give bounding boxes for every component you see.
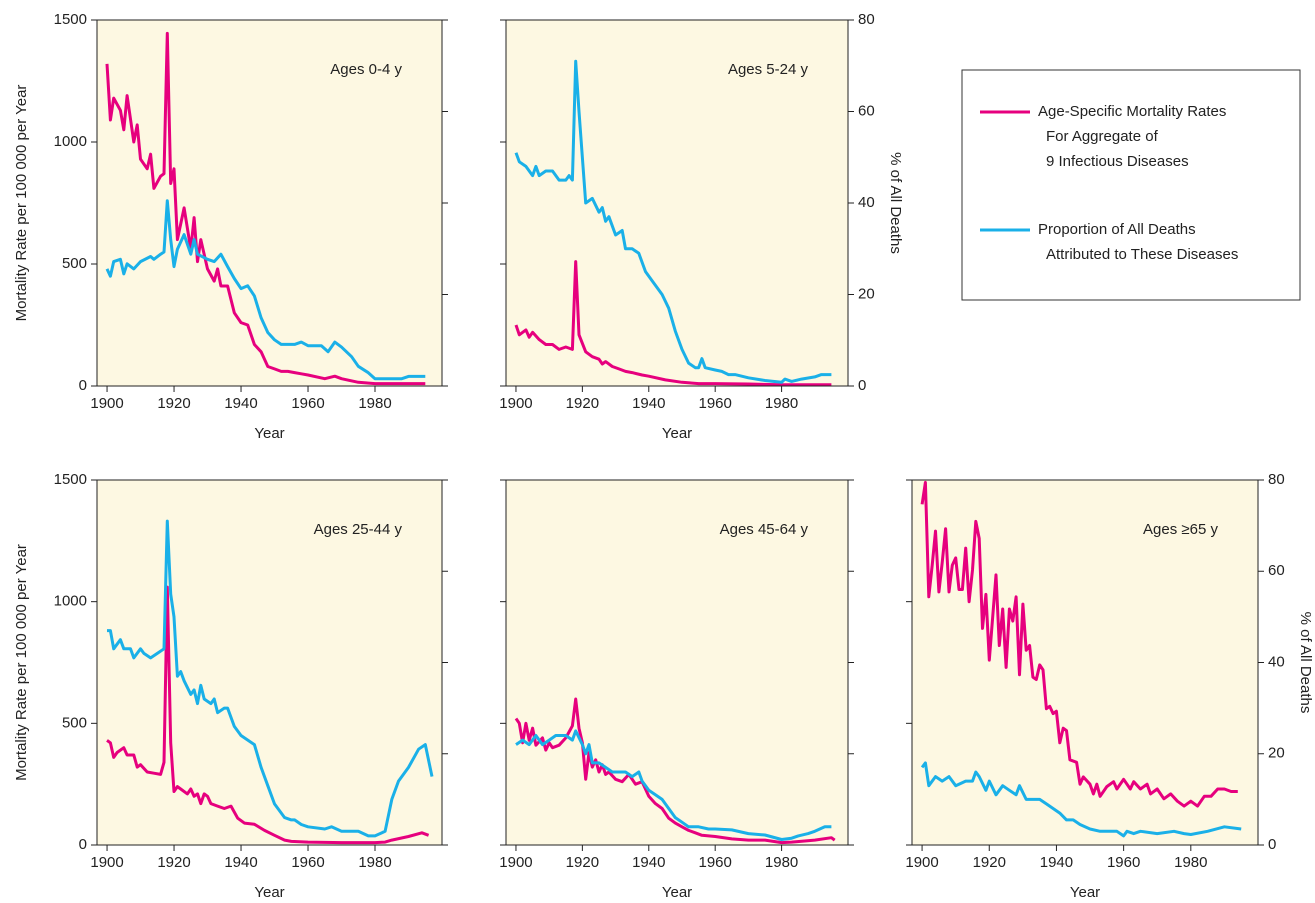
plot-background — [506, 20, 848, 386]
x-tick-label: 1900 — [905, 854, 938, 871]
x-tick-label: 1940 — [632, 854, 665, 871]
y2-tick-label: 20 — [1268, 745, 1285, 762]
x-tick-label: 1960 — [698, 854, 731, 871]
panel-title: Ages 0-4 y — [330, 61, 402, 78]
y2-tick-label: 40 — [1268, 653, 1285, 670]
y2-tick-label: 60 — [858, 102, 875, 119]
data-line — [920, 480, 1238, 808]
x-tick-label: 1920 — [566, 854, 599, 871]
y2-tick-label: 20 — [858, 285, 875, 302]
panel-title: Ages 5-24 y — [728, 61, 809, 78]
x-tick-label: 1960 — [291, 854, 324, 871]
plot-background — [912, 480, 1258, 845]
y-tick-label: 1000 — [54, 133, 87, 150]
y2-tick-label: 0 — [858, 377, 866, 394]
x-tick-label: 1900 — [499, 854, 532, 871]
data-line — [107, 519, 434, 838]
x-axis-label: Year — [254, 884, 284, 901]
y-tick-label: 500 — [62, 255, 87, 272]
legend-label: 9 Infectious Diseases — [1046, 153, 1189, 170]
y2-tick-label: 80 — [1268, 471, 1285, 488]
panel-title: Ages 25-44 y — [314, 521, 403, 538]
x-tick-label: 1960 — [1107, 854, 1140, 871]
x-tick-label: 1960 — [698, 395, 731, 412]
y-tick-label: 1500 — [54, 471, 87, 488]
x-tick-label: 1920 — [157, 395, 190, 412]
legend-label: Attributed to These Diseases — [1046, 246, 1238, 263]
y-axis-label: Mortality Rate per 100 000 per Year — [13, 544, 30, 781]
x-tick-label: 1960 — [291, 395, 324, 412]
x-axis-label: Year — [662, 884, 692, 901]
y-tick-label: 0 — [79, 836, 87, 853]
x-axis-label: Year — [1070, 884, 1100, 901]
x-axis-label: Year — [662, 425, 692, 442]
legend-label: Age-Specific Mortality Rates — [1038, 103, 1226, 120]
x-tick-label: 1900 — [90, 395, 123, 412]
x-tick-label: 1940 — [224, 395, 257, 412]
x-tick-label: 1980 — [358, 395, 391, 412]
panel-title: Ages 45-64 y — [720, 521, 809, 538]
plot-background — [97, 20, 442, 386]
x-tick-label: 1940 — [1040, 854, 1073, 871]
x-axis-label: Year — [254, 425, 284, 442]
y2-tick-label: 60 — [1268, 562, 1285, 579]
y-tick-label: 1000 — [54, 593, 87, 610]
data-line — [105, 31, 426, 386]
x-tick-label: 1940 — [224, 854, 257, 871]
y-tick-label: 500 — [62, 714, 87, 731]
y-tick-label: 1500 — [54, 11, 87, 28]
x-tick-label: 1980 — [765, 854, 798, 871]
data-line — [106, 585, 430, 845]
y2-axis-label: % of All Deaths — [887, 152, 904, 254]
legend-box — [961, 69, 1301, 301]
x-tick-label: 1920 — [566, 395, 599, 412]
legend-label: For Aggregate of — [1046, 128, 1159, 145]
x-tick-label: 1980 — [358, 854, 391, 871]
y2-tick-label: 40 — [858, 194, 875, 211]
data-line — [514, 260, 832, 387]
x-tick-label: 1980 — [1174, 854, 1207, 871]
data-line — [514, 697, 836, 845]
data-line — [514, 59, 832, 384]
data-line — [105, 199, 426, 381]
y2-tick-label: 0 — [1268, 836, 1276, 853]
y2-axis-label: % of All Deaths — [1297, 612, 1314, 714]
data-line — [920, 761, 1242, 838]
y-tick-label: 0 — [79, 377, 87, 394]
x-tick-label: 1980 — [765, 395, 798, 412]
x-tick-label: 1900 — [90, 854, 123, 871]
x-tick-label: 1920 — [157, 854, 190, 871]
panel-title: Ages ≥65 y — [1143, 521, 1218, 538]
x-tick-label: 1940 — [632, 395, 665, 412]
x-tick-label: 1900 — [499, 395, 532, 412]
y-axis-label: Mortality Rate per 100 000 per Year — [13, 85, 30, 322]
x-tick-label: 1920 — [973, 854, 1006, 871]
legend-label: Proportion of All Deaths — [1038, 221, 1196, 238]
plot-background — [506, 480, 848, 845]
y2-tick-label: 80 — [858, 11, 875, 28]
plot-background — [97, 480, 442, 845]
data-line — [515, 729, 832, 841]
